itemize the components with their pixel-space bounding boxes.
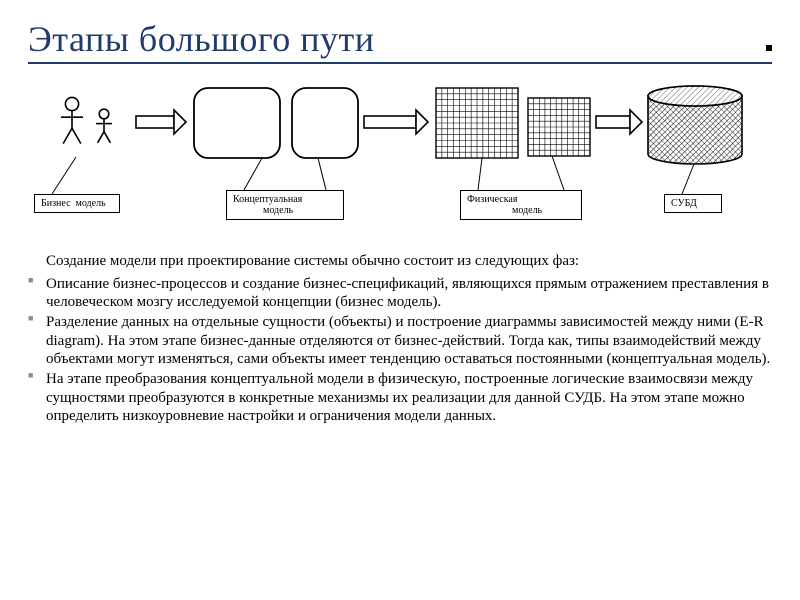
flow-diagram: Бизнес модель Концептуальная модель Физи… (28, 84, 772, 234)
corner-square (766, 45, 772, 51)
diagram-svg (28, 84, 772, 234)
bullet-item: Описание бизнес-процессов и создание биз… (28, 275, 772, 312)
title-row: Этапы большого пути (28, 18, 772, 64)
page-title: Этапы большого пути (28, 18, 374, 60)
label-conceptual-model: Концептуальная модель (226, 190, 344, 220)
bullet-list: Описание бизнес-процессов и создание биз… (28, 275, 772, 425)
label-business-model: Бизнес модель (34, 194, 120, 213)
label-dbms: СУБД (664, 194, 722, 213)
bullet-item: Разделение данных на отдельные сущности … (28, 313, 772, 368)
bullet-item: На этапе преобразования концептуальной м… (28, 370, 772, 425)
label-physical-model: Физическая модель (460, 190, 582, 220)
intro-text: Создание модели при проектирование систе… (46, 252, 772, 271)
